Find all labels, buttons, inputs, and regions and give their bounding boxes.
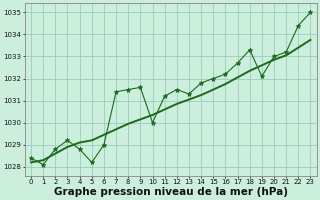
X-axis label: Graphe pression niveau de la mer (hPa): Graphe pression niveau de la mer (hPa) [54, 187, 288, 197]
